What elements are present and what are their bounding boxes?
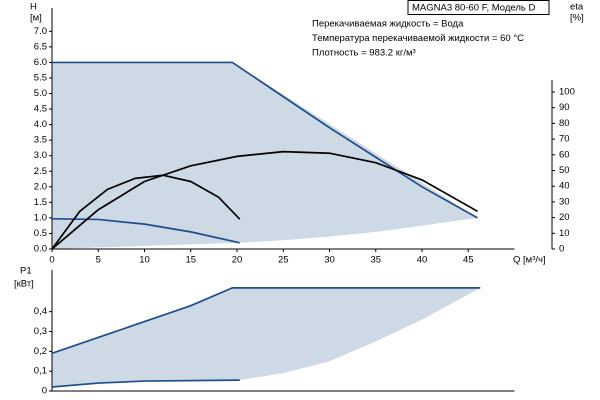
chart-title: MAGNA3 80-60 F, Модель D <box>412 3 535 14</box>
y-tick-label: 0,3 <box>34 326 47 337</box>
y-tick-label: 5.0 <box>34 88 47 99</box>
x-tick-label: 5 <box>96 255 101 266</box>
y-axis-label: H <box>30 2 37 13</box>
y2-axis-unit: [%] <box>570 13 584 24</box>
operating-area <box>52 62 478 249</box>
y-tick-label: 0,1 <box>34 366 47 377</box>
annotation: Температура перекачиваемой жидкости = 60… <box>312 33 524 44</box>
y-tick-label: 5.5 <box>34 72 47 83</box>
efficiency-curve <box>51 174 241 250</box>
y-tick-label: 6.5 <box>34 41 47 52</box>
x-tick-label: 20 <box>232 255 243 266</box>
y2-tick-label: 90 <box>559 102 570 113</box>
y-tick-label: 6.0 <box>34 57 47 68</box>
y2-tick-label: 60 <box>559 149 570 160</box>
x-tick-label: 35 <box>370 255 381 266</box>
y-tick-label: 2.0 <box>34 181 47 192</box>
y-tick-label: 3.5 <box>34 135 47 146</box>
y2-axis-label: eta <box>570 2 584 13</box>
annotation: Перекачиваемая жидкость = Вода <box>312 19 464 30</box>
x-tick-label: 15 <box>185 255 196 266</box>
y2-tick-label: 30 <box>559 196 570 207</box>
y2-tick-label: 20 <box>559 212 570 223</box>
pump-curve <box>51 217 240 244</box>
y-axis-unit: [кВт] <box>14 279 34 290</box>
y2-tick-label: 10 <box>559 228 570 239</box>
y2-tick-label: 100 <box>559 87 575 98</box>
y-axis-unit: [м] <box>30 13 42 24</box>
title-box <box>407 0 550 15</box>
y-tick-label: 4.0 <box>34 119 47 130</box>
y-tick-label: 0.5 <box>34 228 47 239</box>
y2-tick-label: 70 <box>559 134 570 145</box>
y-tick-label: 0,4 <box>34 306 47 317</box>
y-tick-label: 1.0 <box>34 212 47 223</box>
y-tick-label: 0 <box>42 386 47 397</box>
y-tick-label: 4.5 <box>34 104 47 115</box>
efficiency-curve <box>51 150 478 250</box>
y2-tick-label: 80 <box>559 118 570 129</box>
pump-curve <box>51 379 240 388</box>
x-tick-label: 10 <box>139 255 150 266</box>
y-tick-label: 7.0 <box>34 26 47 37</box>
annotation: Плотность = 983.2 кг/м³ <box>312 48 416 59</box>
y-tick-label: 1.5 <box>34 197 47 208</box>
y-tick-label: 0.0 <box>34 244 47 255</box>
y2-tick-label: 0 <box>559 244 564 255</box>
y-tick-label: 2.5 <box>34 166 47 177</box>
pump-curve <box>51 287 481 355</box>
x-tick-label: 25 <box>278 255 289 266</box>
y2-tick-label: 40 <box>559 181 570 192</box>
y2-tick-label: 50 <box>559 165 570 176</box>
x-tick-label: 45 <box>463 255 474 266</box>
x-tick-label: 40 <box>417 255 428 266</box>
operating-area <box>52 287 481 388</box>
pump-curve <box>52 61 478 219</box>
x-axis-label: Q [м³/ч] <box>513 255 546 266</box>
y-axis-label: P1 <box>20 266 32 277</box>
y-tick-label: 3.0 <box>34 150 47 161</box>
y-tick-label: 0,2 <box>34 346 47 357</box>
x-tick-label: 30 <box>324 255 335 266</box>
x-tick-label: 0 <box>49 255 54 266</box>
